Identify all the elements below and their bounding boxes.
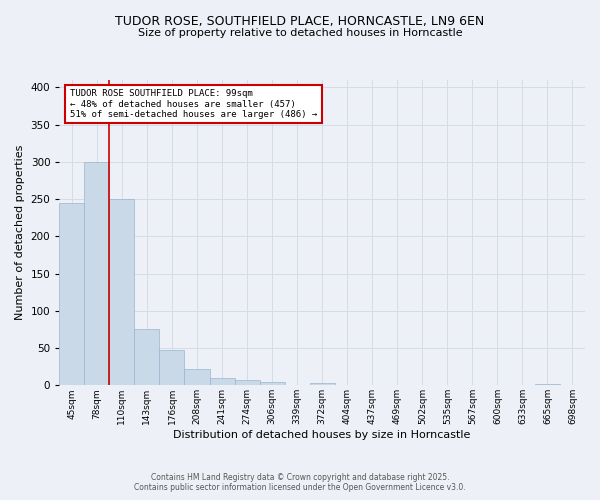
Text: TUDOR ROSE, SOUTHFIELD PLACE, HORNCASTLE, LN9 6EN: TUDOR ROSE, SOUTHFIELD PLACE, HORNCASTLE… [115, 15, 485, 28]
Bar [235, 380, 260, 386]
Bar [310, 383, 335, 386]
Bar [109, 199, 134, 386]
Bar [260, 382, 284, 386]
Bar [85, 162, 109, 386]
Bar [59, 203, 85, 386]
Bar [535, 384, 560, 386]
Y-axis label: Number of detached properties: Number of detached properties [15, 145, 25, 320]
Bar [134, 330, 160, 386]
Bar [209, 378, 235, 386]
Text: Size of property relative to detached houses in Horncastle: Size of property relative to detached ho… [137, 28, 463, 38]
Text: TUDOR ROSE SOUTHFIELD PLACE: 99sqm
← 48% of detached houses are smaller (457)
51: TUDOR ROSE SOUTHFIELD PLACE: 99sqm ← 48%… [70, 89, 317, 119]
X-axis label: Distribution of detached houses by size in Horncastle: Distribution of detached houses by size … [173, 430, 471, 440]
Text: Contains HM Land Registry data © Crown copyright and database right 2025.: Contains HM Land Registry data © Crown c… [151, 472, 449, 482]
Bar [160, 350, 184, 386]
Text: Contains public sector information licensed under the Open Government Licence v3: Contains public sector information licen… [134, 482, 466, 492]
Bar [184, 369, 209, 386]
